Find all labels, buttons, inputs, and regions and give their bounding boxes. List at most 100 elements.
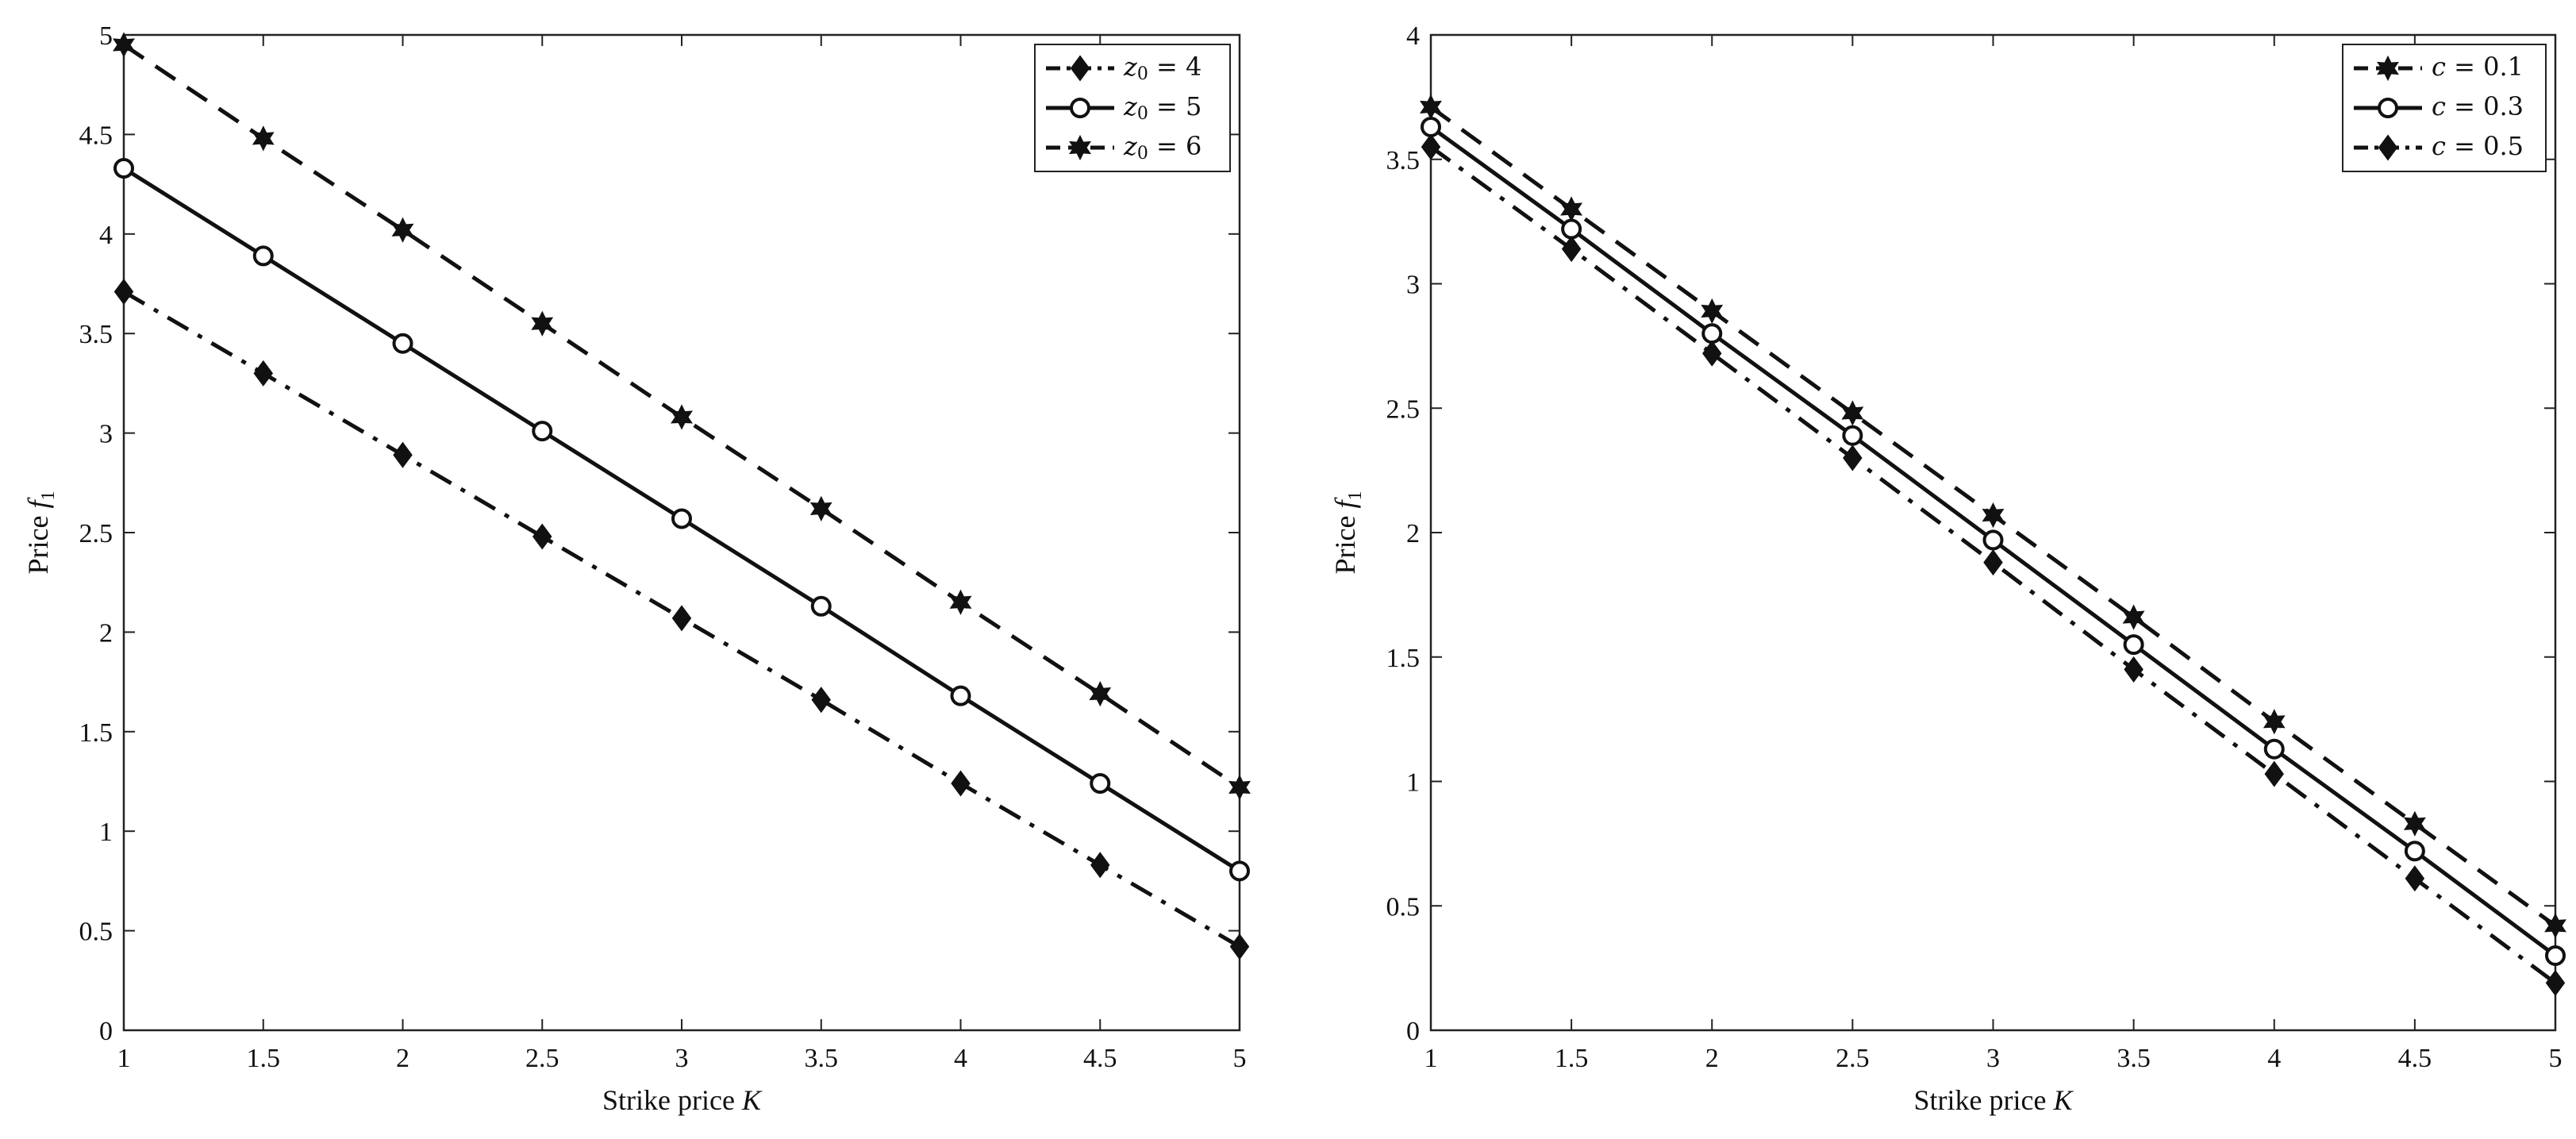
data-point-marker — [949, 589, 972, 615]
data-point-marker — [1421, 116, 1441, 137]
legend: z0 = 4 z0 = 5 z0 = 6 — [1034, 44, 1231, 172]
y-axis-label: Price f1 — [1329, 491, 1366, 575]
series-2-legend-label: c = 0.5 — [2432, 131, 2524, 161]
data-point-marker — [2403, 810, 2426, 837]
x-tick-label: 4 — [2267, 1044, 2281, 1073]
data-point-marker — [533, 523, 552, 550]
data-point-marker — [951, 770, 971, 797]
x-tick-label: 3.5 — [805, 1044, 839, 1073]
series-0-legend-label: z0 = 4 — [1123, 52, 1201, 85]
data-point-marker — [113, 279, 134, 306]
x-tick-label: 5 — [2549, 1044, 2563, 1073]
data-point-marker — [2124, 656, 2143, 683]
y-tick-label: 1 — [99, 818, 113, 847]
data-point-marker — [1983, 549, 2003, 576]
y-tick-label: 0 — [99, 1017, 113, 1046]
legend-entry: c = 0.5 — [2354, 131, 2524, 161]
data-point-marker — [2404, 841, 2425, 862]
legend-marker — [2378, 98, 2398, 118]
legend-marker — [1070, 98, 1090, 118]
data-point-marker — [671, 508, 692, 529]
legend-marker — [2377, 55, 2399, 82]
legend-entry: z0 = 4 — [1046, 52, 1201, 85]
data-point-marker — [252, 245, 274, 267]
data-point-marker — [2545, 969, 2566, 996]
data-point-marker — [811, 687, 831, 714]
data-point-marker — [2264, 760, 2284, 787]
y-tick-label: 3 — [1406, 271, 1420, 300]
y-tick-label: 3 — [99, 420, 113, 449]
x-tick-label: 5 — [1233, 1044, 1247, 1073]
y-tick-label: 4 — [99, 221, 113, 250]
series-0 — [113, 279, 1250, 960]
series-1-legend-label: z0 = 5 — [1123, 91, 1201, 125]
x-tick-label: 1.5 — [247, 1044, 281, 1073]
series-2 — [113, 32, 1251, 801]
data-point-marker — [2263, 709, 2286, 735]
data-point-marker — [1701, 323, 1723, 344]
data-point-marker — [1982, 529, 2004, 551]
data-point-marker — [113, 158, 134, 179]
data-point-marker — [252, 125, 275, 152]
x-tick-label: 2.5 — [525, 1044, 559, 1073]
x-tick-label: 1 — [117, 1044, 131, 1073]
y-tick-label: 0.5 — [1386, 892, 1421, 922]
legend-entry: z0 = 6 — [1046, 131, 1201, 164]
data-point-marker — [2122, 604, 2145, 630]
data-point-marker — [1089, 680, 1112, 707]
series-0-legend-label: c = 0.1 — [2432, 52, 2524, 82]
y-tick-label: 3.5 — [79, 320, 113, 349]
x-tick-label: 2 — [1705, 1044, 1719, 1073]
data-point-marker — [671, 605, 692, 632]
legend: c = 0.1 c = 0.3 c = 0.5 — [2342, 44, 2547, 172]
x-tick-label: 3.5 — [2117, 1044, 2151, 1073]
data-point-marker — [1982, 502, 2005, 529]
data-point-marker — [531, 310, 554, 337]
data-point-marker — [1090, 852, 1110, 879]
data-point-marker — [1228, 774, 1251, 801]
data-point-marker — [2123, 634, 2144, 656]
x-tick-label: 2 — [396, 1044, 409, 1073]
x-tick-label: 4.5 — [1083, 1044, 1117, 1073]
series-0 — [1420, 94, 2566, 939]
x-tick-label: 4.5 — [2398, 1044, 2432, 1073]
x-tick-label: 2.5 — [1836, 1044, 1870, 1073]
data-point-marker — [532, 421, 553, 442]
y-tick-label: 0 — [1406, 1017, 1420, 1046]
data-point-marker — [1701, 298, 1724, 325]
y-tick-label: 4 — [1406, 21, 1420, 51]
y-axis-label: Price f1 — [22, 491, 59, 575]
y-tick-label: 5 — [99, 21, 113, 51]
data-point-marker — [950, 685, 971, 706]
data-point-marker — [253, 360, 273, 387]
legend-entry: c = 0.3 — [2354, 91, 2524, 121]
y-tick-label: 4.5 — [79, 121, 113, 150]
y-tick-label: 1.5 — [79, 718, 113, 748]
data-point-marker — [2545, 945, 2566, 966]
data-point-marker — [2544, 913, 2566, 939]
chart-right-c: 1 1.5 2 2.5 3 3.5 4 4.5 5 0 0.5 1 1.5 2 2.5 3 3.5 4 Strike… — [1329, 21, 2566, 1116]
data-point-marker — [1090, 773, 1111, 795]
legend-marker — [2378, 134, 2398, 161]
data-point-marker — [1841, 400, 1864, 426]
data-point-marker — [1229, 933, 1250, 960]
y-tick-label: 3.5 — [1386, 146, 1421, 175]
legend-marker — [1070, 55, 1090, 82]
data-point-marker — [1421, 133, 1441, 160]
y-tick-label: 2 — [1406, 519, 1420, 548]
data-point-marker — [2405, 865, 2425, 892]
x-axis-label: Strike price K — [1914, 1084, 2074, 1116]
data-point-marker — [809, 495, 832, 522]
series-1 — [1421, 116, 2566, 966]
data-point-marker — [391, 217, 414, 243]
data-point-marker — [392, 333, 413, 354]
x-tick-label: 4 — [954, 1044, 967, 1073]
series-2 — [1421, 133, 2566, 996]
series-2-legend-label: z0 = 6 — [1123, 131, 1201, 164]
y-tick-label: 1.5 — [1386, 644, 1421, 673]
legend-marker — [1069, 134, 1091, 161]
data-point-marker — [113, 32, 135, 58]
series-1-legend-label: c = 0.3 — [2432, 91, 2524, 121]
